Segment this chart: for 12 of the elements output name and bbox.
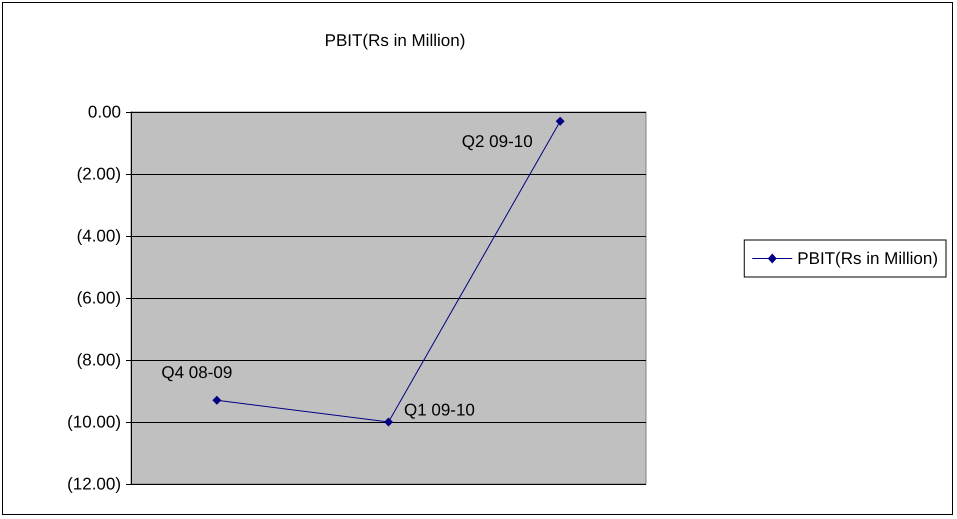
- x-tick-label: Q4 08-09: [161, 362, 232, 382]
- y-tick-label: 0.00: [88, 102, 121, 122]
- y-tick-label: (12.00): [67, 474, 121, 494]
- y-tick-label: (2.00): [76, 164, 121, 184]
- chart-title: PBIT(Rs in Million): [324, 31, 466, 50]
- legend-label: PBIT(Rs in Million): [797, 249, 938, 268]
- y-tick-label: (6.00): [76, 288, 121, 308]
- x-tick-label: Q2 09-10: [462, 132, 533, 151]
- y-tick-label: (10.00): [67, 412, 121, 432]
- x-tick-label: Q1 09-10: [404, 400, 475, 420]
- y-tick-label: (8.00): [76, 350, 121, 370]
- y-tick-label: (4.00): [76, 226, 121, 246]
